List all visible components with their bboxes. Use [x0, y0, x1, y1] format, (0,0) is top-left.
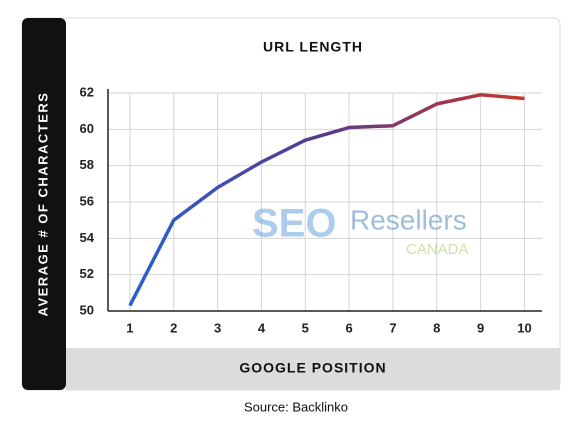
x-tick-label: 9 — [477, 320, 484, 335]
x-tick-label: 3 — [214, 320, 221, 335]
x-tick-label: 8 — [433, 320, 440, 335]
y-tick-label: 62 — [80, 84, 94, 99]
y-tick-label: 56 — [80, 193, 94, 208]
x-tick-label: 1 — [126, 320, 133, 335]
x-tick-label: 2 — [170, 320, 177, 335]
watermark-text: Resellers — [350, 204, 467, 235]
watermark: SEO Resellers CANADA — [252, 202, 469, 258]
y-tick-label: 50 — [80, 302, 94, 317]
y-tick-label: 58 — [80, 157, 94, 172]
x-tick-label: 5 — [302, 320, 309, 335]
chart-title: URL LENGTH — [263, 39, 363, 55]
y-tick-label: 52 — [80, 266, 94, 281]
y-band — [22, 18, 66, 390]
x-tick-label: 6 — [345, 320, 352, 335]
x-band — [66, 348, 560, 390]
y-axis-label: AVERAGE # OF CHARACTERS — [35, 92, 50, 317]
x-axis-label: GOOGLE POSITION — [239, 360, 386, 376]
watermark-text: SEO — [252, 202, 336, 246]
x-tick-label: 7 — [389, 320, 396, 335]
source: Source: Backlinko — [244, 399, 348, 414]
watermark-text: CANADA — [406, 241, 469, 258]
data-line — [128, 93, 525, 307]
x-tick-label: 4 — [258, 320, 266, 335]
x-tick-label: 10 — [517, 320, 531, 335]
y-tick-label: 54 — [80, 230, 95, 245]
y-tick-label: 60 — [80, 121, 94, 136]
